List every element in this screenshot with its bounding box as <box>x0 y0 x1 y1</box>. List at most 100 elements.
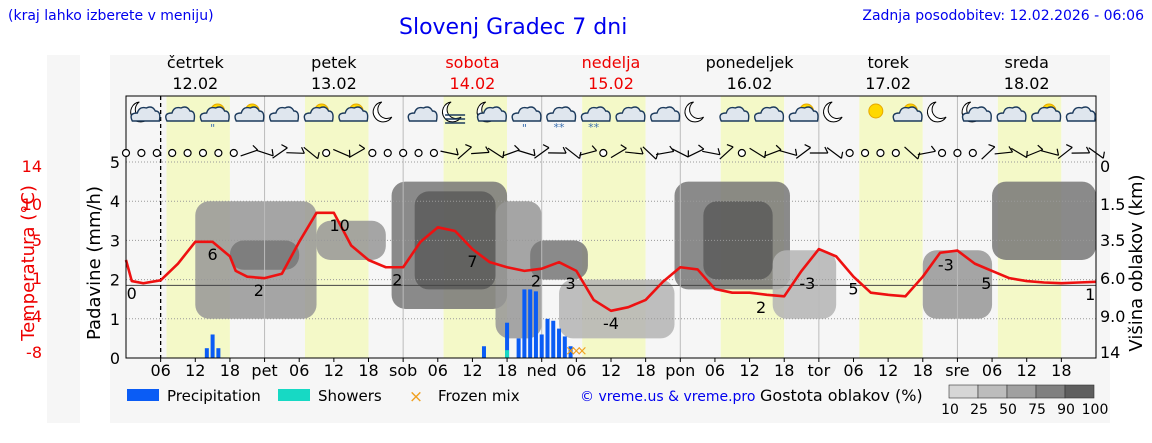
x-tick-label: 18 <box>635 361 655 380</box>
temperature-line <box>124 211 1097 313</box>
cloud-density-level-label: 100 <box>1082 402 1109 418</box>
x-tick-label: pet <box>251 361 277 380</box>
cloud-density-level-label: 75 <box>1028 402 1046 418</box>
temperature-value-label: -3 <box>938 256 954 275</box>
daylight-band <box>859 96 923 358</box>
wind-shaft <box>579 150 597 156</box>
precipitation-tick-label: 4 <box>110 192 120 211</box>
wind-barb-icon <box>487 147 505 159</box>
wind-feather <box>317 151 320 159</box>
calm-wind-icon <box>429 148 439 158</box>
wind-barb-icon <box>240 144 259 157</box>
x-tick-label: 06 <box>705 361 725 380</box>
cloud-icon <box>476 106 507 122</box>
wind-shaft <box>655 150 674 156</box>
cloud-drizzle-icon <box>511 106 542 122</box>
sun-cloud-icon <box>1031 103 1062 122</box>
cloud-icon <box>996 106 1027 122</box>
wind-feather <box>455 148 459 156</box>
x-tick-label: 06 <box>289 361 309 380</box>
precipitation-bar <box>516 338 521 358</box>
cloud-height-axis-label: Višina oblakov (km) <box>1126 174 1147 351</box>
cloud-height-tick-label: 6.0 <box>1100 269 1125 288</box>
wind-shaft <box>303 146 319 160</box>
wind-feather <box>465 143 472 148</box>
cloud-icon <box>546 106 577 122</box>
precipitation-bar <box>204 348 209 358</box>
cloud-icon <box>338 106 369 122</box>
temperature-value-label: 7 <box>467 252 477 271</box>
left-side-panel <box>47 55 80 423</box>
calm-wind-icon <box>937 148 947 158</box>
cloud-icon <box>754 106 785 122</box>
wind-feather <box>620 144 627 149</box>
calm-wind-icon <box>399 148 408 158</box>
wind-barb-icon <box>917 145 936 156</box>
x-tick-label: 12 <box>739 361 759 380</box>
cloud-density-area <box>992 181 1096 260</box>
frozen-mix-mark: × <box>577 344 588 359</box>
wind-barb-icon <box>348 144 366 159</box>
wind-barb-icon <box>764 144 782 157</box>
moon-icon <box>927 101 947 123</box>
wind-feather <box>775 144 782 151</box>
temperature-value-label: 2 <box>531 272 541 291</box>
wind-barb-icon <box>534 144 550 159</box>
cloud-icon <box>1031 106 1062 122</box>
moon-icon <box>823 101 843 123</box>
wind-barb-icon <box>719 143 734 160</box>
wind-feather <box>824 146 829 154</box>
wind-barb-icon <box>779 148 798 157</box>
precipitation-legend-label: Precipitation <box>167 387 261 405</box>
cloud-icon <box>269 106 300 122</box>
moon-icon <box>684 101 705 123</box>
frozen-mix-mark: × <box>565 344 576 359</box>
precipitation-bar <box>481 346 486 358</box>
wind-barb-icon <box>1088 147 1105 159</box>
wind-barb-icon <box>610 144 627 159</box>
wind-shaft <box>749 147 766 159</box>
wind-shaft <box>826 147 842 159</box>
wind-shaft <box>702 150 721 156</box>
x-tick-label: 12 <box>462 361 482 380</box>
cloud-icon <box>130 106 161 122</box>
temperature-tick-label: 1 <box>32 269 42 288</box>
wind-barb-icon <box>809 146 829 154</box>
precipitation-bar <box>545 318 550 358</box>
calm-wind-icon <box>214 148 223 158</box>
wind-shaft <box>625 151 644 155</box>
wind-barb-icon <box>1057 144 1073 160</box>
cloud-icon <box>996 106 1027 122</box>
wind-feather <box>640 147 644 155</box>
cloud-density-level-label: 50 <box>999 402 1017 418</box>
cloud-icon <box>511 106 542 122</box>
temperature-value-label: 2 <box>254 281 264 300</box>
calm-wind-icon <box>368 148 377 158</box>
sun-cloud-icon <box>303 103 334 122</box>
moon-icon <box>823 101 843 123</box>
cloud-density-swatch <box>1035 384 1066 399</box>
temperature-value-label: 5 <box>981 274 991 293</box>
temperature-value-label: 5 <box>848 280 858 299</box>
region-note[interactable]: (kraj lahko izberete v meniju) <box>8 8 214 24</box>
wind-feather <box>533 148 536 156</box>
precipitation-bar <box>568 346 573 358</box>
wind-feather <box>591 145 598 152</box>
wind-feather <box>485 146 490 153</box>
wind-feather <box>301 146 305 154</box>
x-tick-label: 12 <box>878 361 898 380</box>
wind-feather <box>698 144 705 150</box>
cloud-height-tick-label: 14 <box>1100 343 1120 362</box>
precipitation-tick-label: 2 <box>110 271 120 290</box>
day-date: 15.02 <box>588 74 634 93</box>
wind-shaft <box>671 148 689 158</box>
precipitation-bar <box>210 334 215 358</box>
chart-title: Slovenj Gradec 7 dni <box>399 15 628 40</box>
precipitation-tick-label: 1 <box>110 310 120 329</box>
drizzle-icon: " <box>210 122 215 135</box>
calm-wind-icon <box>414 148 423 158</box>
precipitation-axis-label: Padavine (mm/h) <box>84 186 105 340</box>
cloud-icon <box>303 106 334 122</box>
x-tick-label: 06 <box>566 361 586 380</box>
cloud-height-tick-label: 3.5 <box>1100 231 1125 250</box>
